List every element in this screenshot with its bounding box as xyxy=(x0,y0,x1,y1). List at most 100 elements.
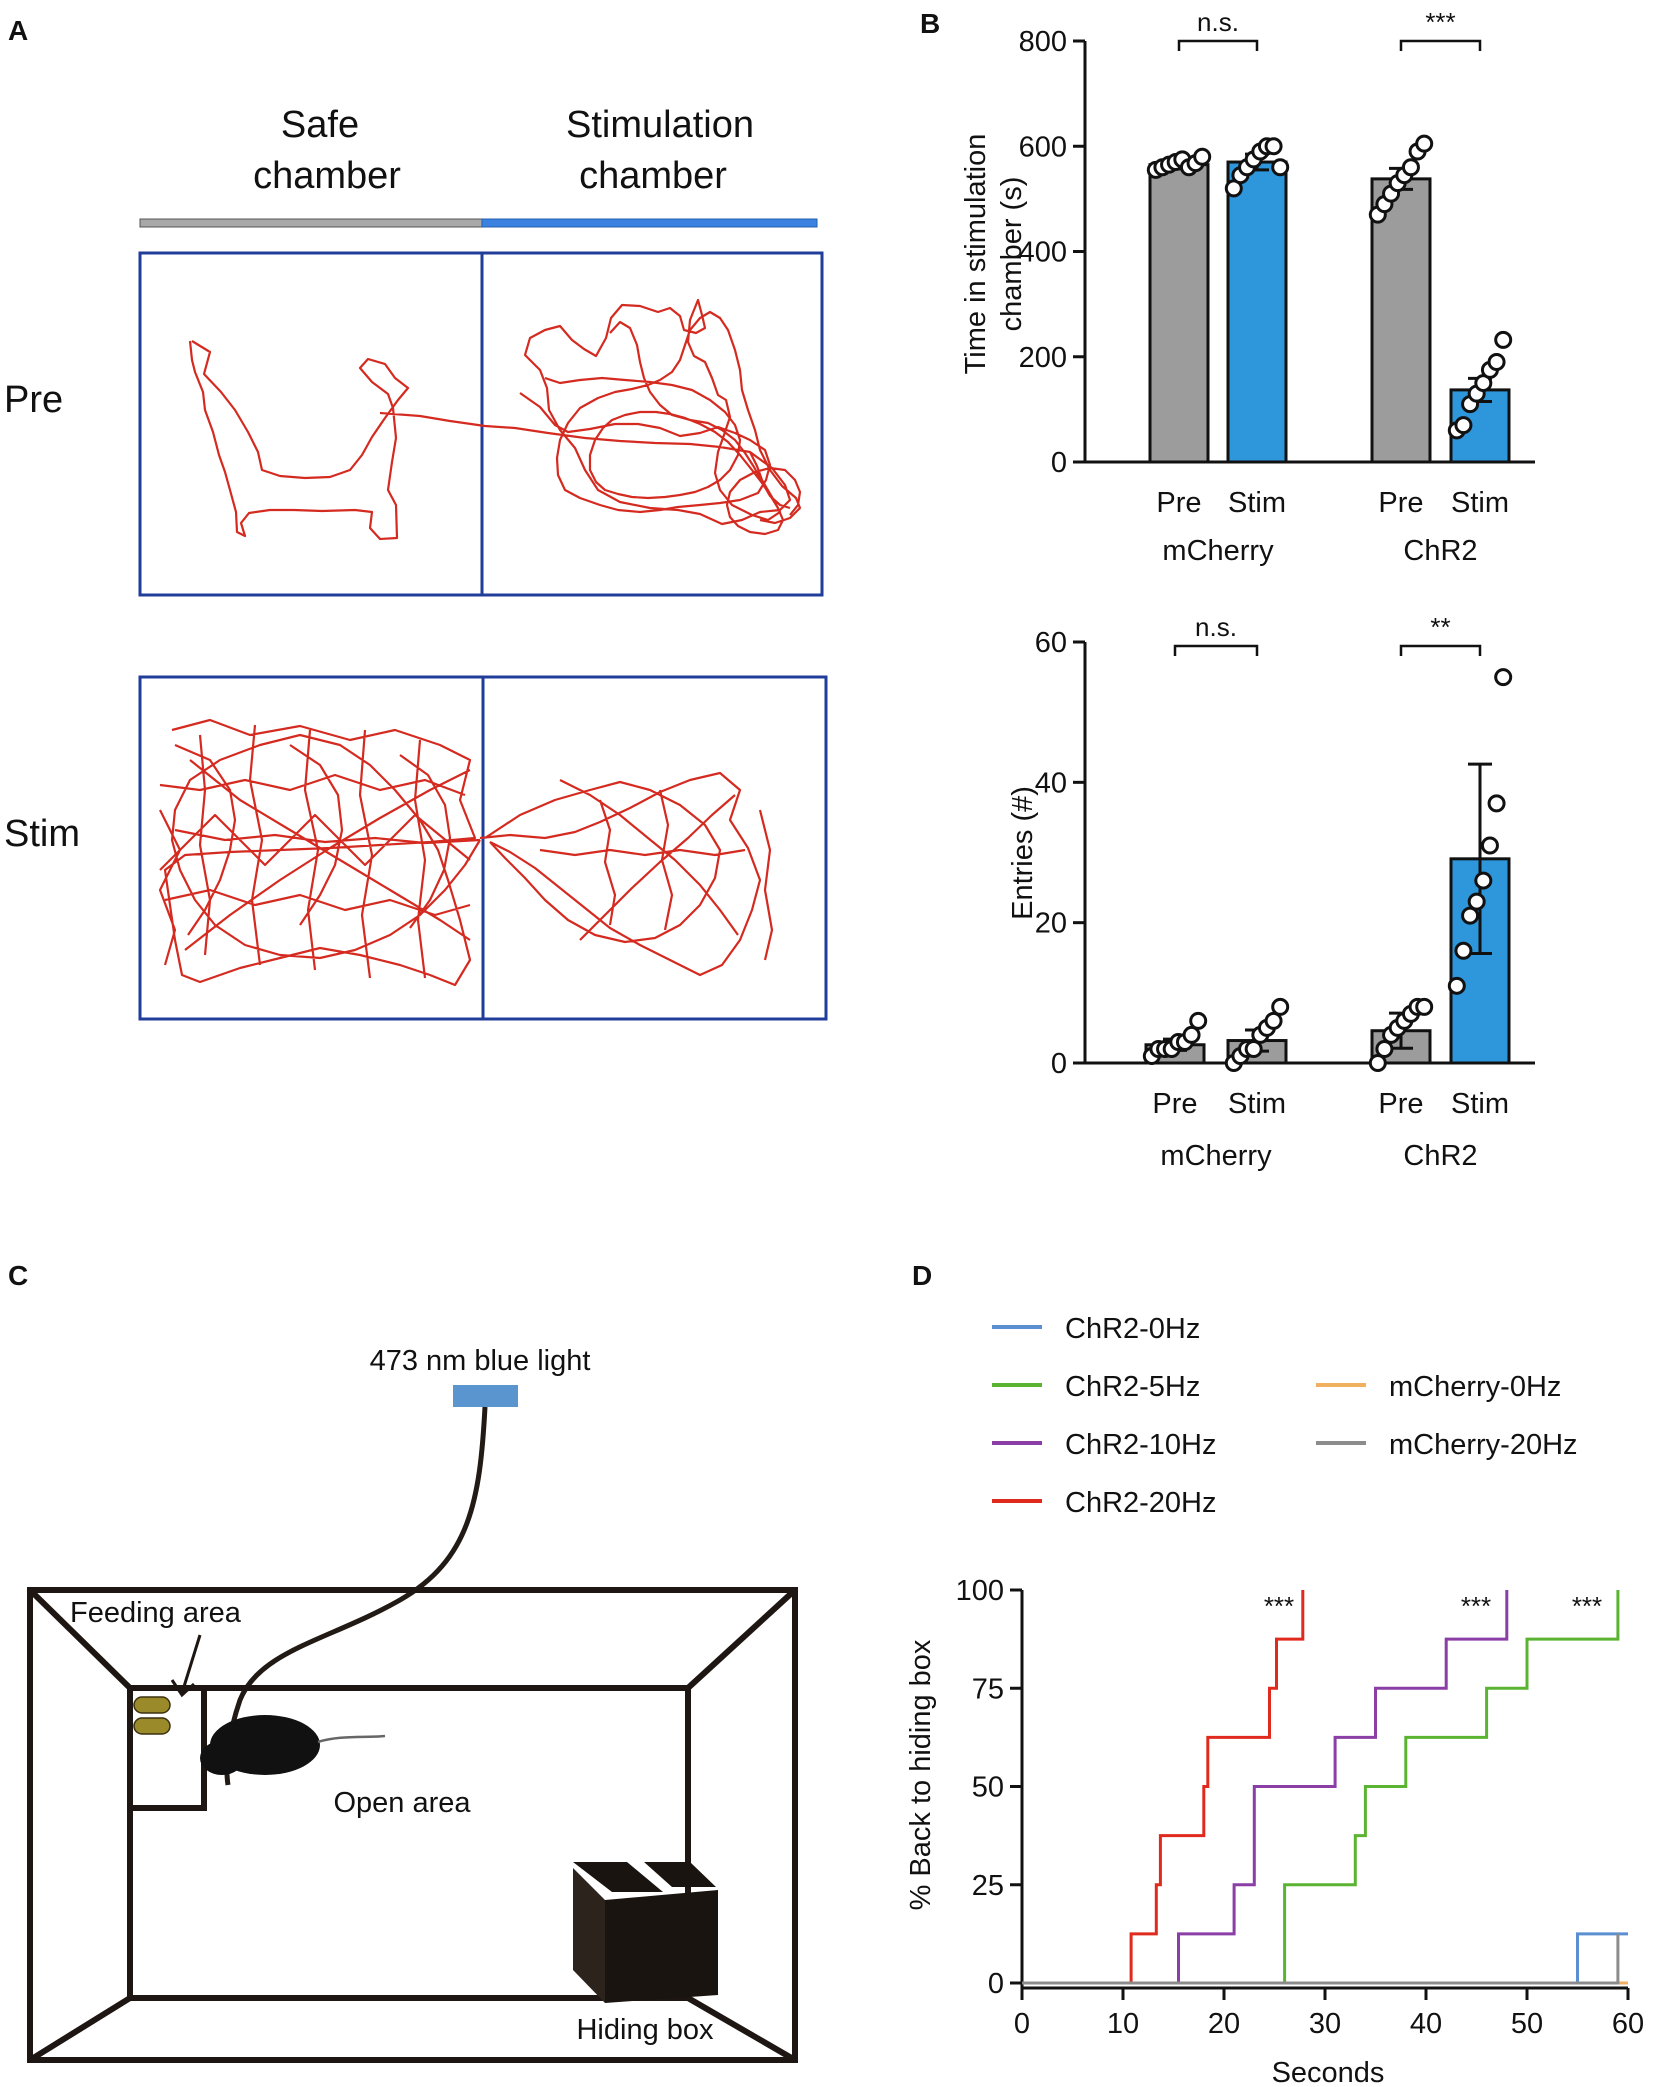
data-point xyxy=(1189,1011,1208,1030)
blue-light-source xyxy=(453,1385,518,1407)
chart2-error-bars xyxy=(1163,762,1492,1053)
chart1-error-bars xyxy=(1167,152,1492,403)
chart3-axes: 0 25 50 75 100 0 10 20 30 40 50 60 xyxy=(956,1575,1645,2040)
x-tick-label: 40 xyxy=(1410,2008,1442,2040)
chart2-points xyxy=(1142,668,1513,1072)
chart3-xlabel: Seconds xyxy=(1272,2057,1385,2087)
y-tick-label: 400 xyxy=(1019,237,1067,269)
y-tick-label: 60 xyxy=(1035,627,1067,659)
y-tick-label: 0 xyxy=(1051,1048,1067,1080)
safe-chamber-bar xyxy=(139,218,483,228)
legend-label: ChR2-0Hz xyxy=(1065,1313,1200,1345)
food-pellet-1 xyxy=(133,1696,171,1714)
feeding-area-label: Feeding area xyxy=(70,1597,242,1629)
chart-time-in-chamber: Time in stimulation chamber (s) 0 200 400 6… xyxy=(960,7,1535,567)
x-tick-label: 10 xyxy=(1107,2008,1139,2040)
y-tick-label: 0 xyxy=(1051,447,1067,479)
y-tick-label: 25 xyxy=(972,1870,1004,1902)
stim-chamber-label-line2: chamber xyxy=(579,155,727,197)
arena-outer-frame xyxy=(27,1587,798,2063)
data-point xyxy=(1461,906,1480,925)
x-category-label: Pre xyxy=(1152,1088,1197,1120)
stim-chamber-bar xyxy=(481,218,818,228)
x-category-label: Stim xyxy=(1228,1088,1286,1120)
significance-label: n.s. xyxy=(1197,7,1239,37)
mouse-ear xyxy=(223,1724,245,1746)
panel-letter-d: D xyxy=(912,1260,932,1291)
data-point xyxy=(1415,134,1434,153)
chart1-significance: n.s. *** xyxy=(1177,7,1482,51)
legend-label: ChR2-5Hz xyxy=(1065,1371,1200,1403)
significance-label: *** xyxy=(1425,7,1455,37)
line-mCherry-20Hz xyxy=(1022,1933,1620,1985)
panel-letter-b: B xyxy=(920,8,940,39)
legend-label: mCherry-20Hz xyxy=(1389,1429,1578,1461)
x-tick-label: 20 xyxy=(1208,2008,1240,2040)
chart3-ylabel: % Back to hiding box xyxy=(905,1639,937,1910)
significance-bracket xyxy=(1177,39,1259,51)
chart1-x-labels: Pre Stim Pre Stim mCherry ChR2 xyxy=(1156,487,1509,567)
y-tick-label: 100 xyxy=(956,1575,1004,1607)
chart1-ylabel-line2: chamber (s) xyxy=(996,177,1028,332)
data-point xyxy=(1264,137,1283,156)
arena-box xyxy=(27,1587,798,2063)
safe-chamber-label-line1: Safe xyxy=(281,104,359,146)
chart3-annotations: *** *** *** xyxy=(1264,1591,1602,1621)
x-tick-label: 60 xyxy=(1612,2008,1644,2040)
arena-edge-tr xyxy=(685,1587,798,1691)
y-tick-label: 200 xyxy=(1019,342,1067,374)
hiding-box-front xyxy=(605,1890,718,2003)
x-category-label: Stim xyxy=(1228,487,1286,519)
hiding-box-label: Hiding box xyxy=(576,2014,714,2046)
row-label-stim: Stim xyxy=(4,813,80,855)
data-point xyxy=(1454,941,1473,960)
x-group-label: mCherry xyxy=(1160,1140,1272,1172)
y-tick-label: 75 xyxy=(972,1673,1004,1705)
data-point xyxy=(1264,1011,1283,1030)
chart2-x-labels: Pre Stim Pre Stim mCherry ChR2 xyxy=(1152,1088,1509,1172)
data-point xyxy=(1454,416,1473,435)
x-category-label: Pre xyxy=(1156,487,1201,519)
arena-pre-trace xyxy=(188,298,802,541)
data-point xyxy=(1182,1025,1201,1044)
significance-label: *** xyxy=(1264,1591,1294,1621)
bar-1 xyxy=(1148,163,1210,464)
chart1-ylabel-line1: Time in stimulation xyxy=(960,134,992,375)
line-ChR2-5Hz xyxy=(1022,1590,1620,1985)
data-point xyxy=(1244,1039,1263,1058)
x-group-label: mCherry xyxy=(1162,535,1274,567)
data-point xyxy=(1447,976,1466,995)
arena-stim-trace xyxy=(158,718,774,987)
hiding-box-side xyxy=(573,1868,605,2003)
x-category-label: Stim xyxy=(1451,487,1509,519)
data-point xyxy=(1480,836,1499,855)
data-point xyxy=(1474,871,1493,890)
arena-inner-frame xyxy=(127,1685,691,2001)
stim-chamber-label-line1: Stimulation xyxy=(566,104,754,146)
bar-3 xyxy=(1370,177,1432,464)
x-tick-label: 0 xyxy=(1014,2008,1030,2040)
mouse xyxy=(200,1715,386,1775)
mouse-tail xyxy=(317,1734,386,1744)
bar-2 xyxy=(1226,160,1288,464)
arena-edge-bl xyxy=(28,1995,132,2063)
safe-chamber-label-line2: chamber xyxy=(253,155,401,197)
line-ChR2-20Hz xyxy=(1022,1590,1305,1985)
arena-pre xyxy=(138,251,824,597)
panel-letter-a: A xyxy=(8,15,28,46)
x-category-label: Pre xyxy=(1378,1088,1423,1120)
data-point xyxy=(1271,997,1290,1016)
chart1-points xyxy=(1146,134,1513,440)
line-ChR2-0Hz xyxy=(1022,1932,1628,1985)
hiding-box xyxy=(573,1862,718,2003)
significance-bracket xyxy=(1173,644,1259,656)
arena-stim xyxy=(138,675,828,1021)
data-point xyxy=(1401,158,1420,177)
significance-bracket xyxy=(1399,39,1482,51)
data-point xyxy=(1467,892,1486,911)
legend-label: ChR2-10Hz xyxy=(1065,1429,1217,1461)
x-group-label: ChR2 xyxy=(1403,535,1477,567)
line-ChR2-10Hz xyxy=(1022,1590,1509,1985)
x-tick-label: 30 xyxy=(1309,2008,1341,2040)
